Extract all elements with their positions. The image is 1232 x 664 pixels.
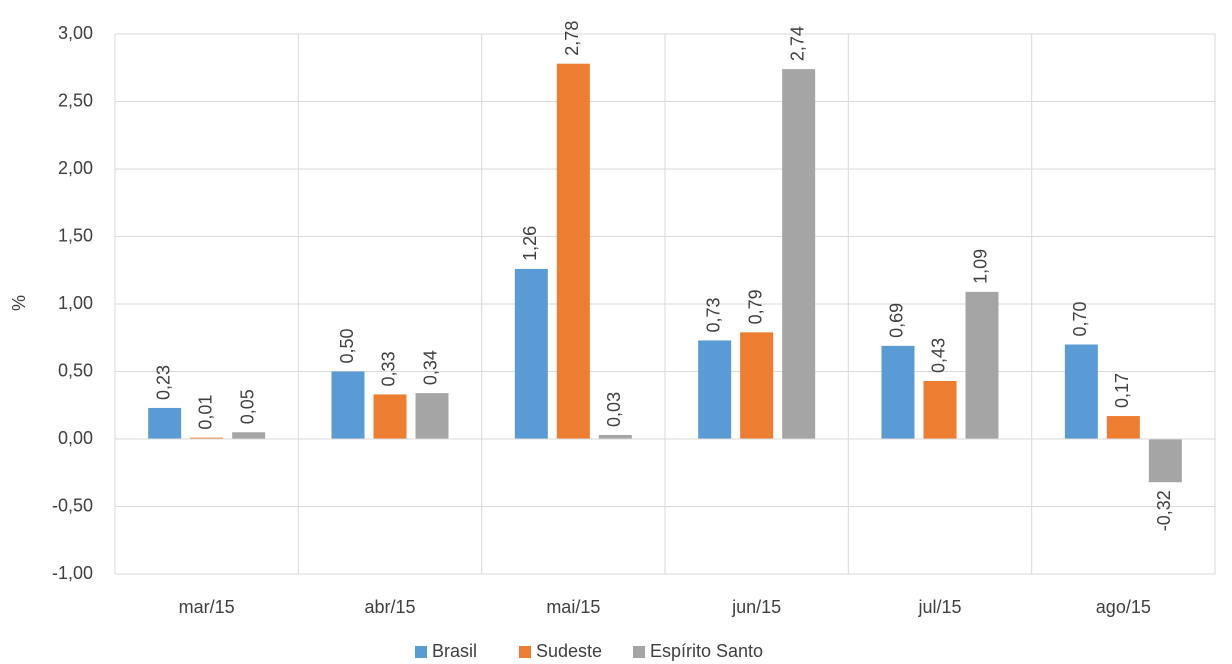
legend-swatch [415,646,427,658]
y-tick-label: 0,00 [58,428,93,448]
y-tick-label: 2,00 [58,158,93,178]
bar [1064,344,1098,439]
legend-label: Espírito Santo [650,641,763,661]
bar [598,434,632,439]
x-tick-label: jul/15 [917,597,961,617]
y-tick-label: 1,50 [58,225,93,245]
bar [1106,416,1140,439]
value-label: 2,74 [787,26,807,61]
y-tick-label: 0,50 [58,360,93,380]
bar [190,437,224,439]
bar [740,332,774,439]
x-tick-label: ago/15 [1096,597,1151,617]
bar [514,268,548,439]
value-label: 0,34 [421,350,441,385]
bar [556,63,590,439]
bar [881,345,915,439]
legend-swatch [519,646,531,658]
bar [373,394,407,439]
y-tick-label: -0,50 [52,495,93,515]
value-label: 0,43 [929,338,949,373]
value-label: -0,32 [1154,490,1174,531]
y-tick-label: 1,00 [58,293,93,313]
value-label: 0,50 [337,328,357,363]
value-label: 0,17 [1112,373,1132,408]
x-tick-label: mar/15 [179,597,235,617]
bar [923,380,957,439]
value-label: 0,73 [703,297,723,332]
value-label: 0,70 [1070,301,1090,336]
bar [415,393,449,439]
x-tick-label: abr/15 [364,597,415,617]
value-label: 0,03 [604,392,624,427]
bar [965,291,999,439]
value-label: 0,69 [887,303,907,338]
bar [1148,439,1182,483]
value-label: 2,78 [562,21,582,56]
value-label: 1,09 [971,249,991,284]
value-label: 0,33 [379,351,399,386]
bar [148,407,182,439]
bar [331,371,365,439]
value-label: 0,23 [153,365,173,400]
bar [698,340,732,439]
value-label: 0,01 [195,395,215,430]
value-label: 0,05 [237,389,257,424]
y-axis-label: % [9,295,29,311]
legend-label: Sudeste [536,641,602,661]
y-tick-label: 3,00 [58,23,93,43]
legend-swatch [633,646,645,658]
legend-label: Brasil [432,641,477,661]
y-tick-label: -1,00 [52,563,93,583]
x-tick-label: jun/15 [731,597,781,617]
x-tick-label: mai/15 [546,597,600,617]
bar [232,432,266,439]
value-label: 1,26 [520,226,540,261]
value-label: 0,79 [745,289,765,324]
bar [782,69,816,439]
y-tick-label: 2,50 [58,90,93,110]
